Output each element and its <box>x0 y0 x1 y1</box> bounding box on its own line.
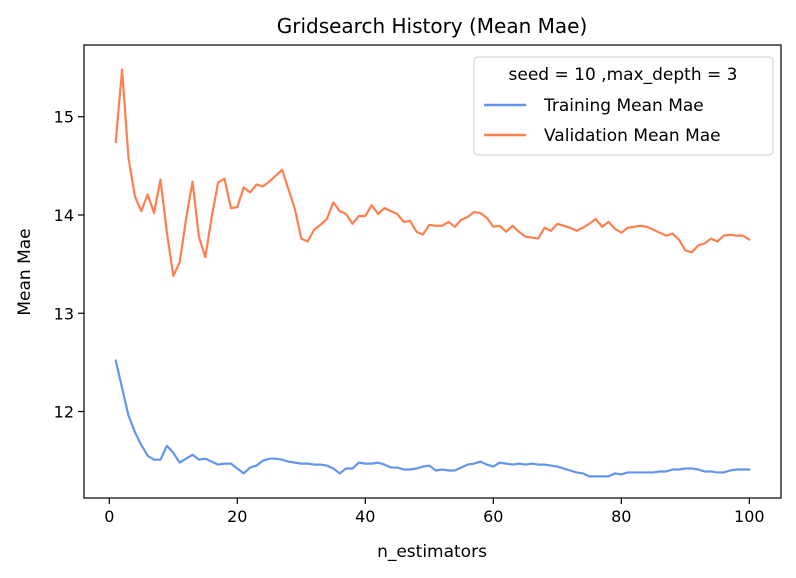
legend-label-validation: Validation Mean Mae <box>544 126 721 146</box>
y-tick-label: 13 <box>54 304 74 323</box>
plot-lines <box>114 68 751 478</box>
x-tick-label: 80 <box>611 507 631 526</box>
legend-box <box>473 56 774 156</box>
y-tick-label: 14 <box>54 206 74 225</box>
x-axis: 0 20 40 60 80 100 <box>104 498 765 526</box>
legend: seed = 10 ,max_depth = 3 Training Mean M… <box>473 56 774 156</box>
y-tick-label: 15 <box>54 108 74 127</box>
x-tick-label: 100 <box>734 507 765 526</box>
legend-label-training: Training Mean Mae <box>543 96 704 116</box>
x-axis-label: n_estimators <box>377 542 487 562</box>
chart-title: Gridsearch History (Mean Mae) <box>277 14 588 38</box>
y-axis-label: Mean Mae <box>15 228 35 315</box>
x-tick-label: 20 <box>227 507 247 526</box>
y-tick-label: 12 <box>54 403 74 422</box>
y-axis: 12 13 14 15 <box>54 108 84 422</box>
series-line-validation-mean-mae <box>114 68 751 278</box>
legend-title: seed = 10 ,max_depth = 3 <box>509 65 738 85</box>
x-tick-label: 0 <box>104 507 114 526</box>
series-line-training-mean-mae <box>114 359 751 478</box>
x-tick-label: 60 <box>483 507 503 526</box>
x-tick-label: 40 <box>355 507 375 526</box>
plot-frame <box>83 44 782 499</box>
